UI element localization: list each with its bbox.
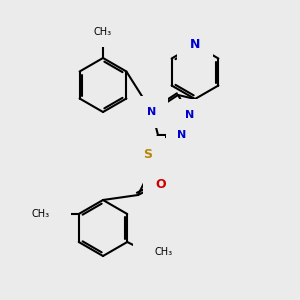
Text: S: S	[143, 148, 152, 161]
Text: N: N	[147, 107, 157, 117]
Text: N: N	[185, 110, 195, 120]
Text: N: N	[177, 130, 187, 140]
Text: N: N	[190, 38, 200, 52]
Text: O: O	[145, 247, 154, 257]
Text: O: O	[50, 209, 59, 219]
Text: CH₃: CH₃	[32, 209, 50, 219]
Text: CH₃: CH₃	[94, 27, 112, 37]
Text: O: O	[156, 178, 166, 191]
Text: CH₃: CH₃	[154, 247, 172, 257]
